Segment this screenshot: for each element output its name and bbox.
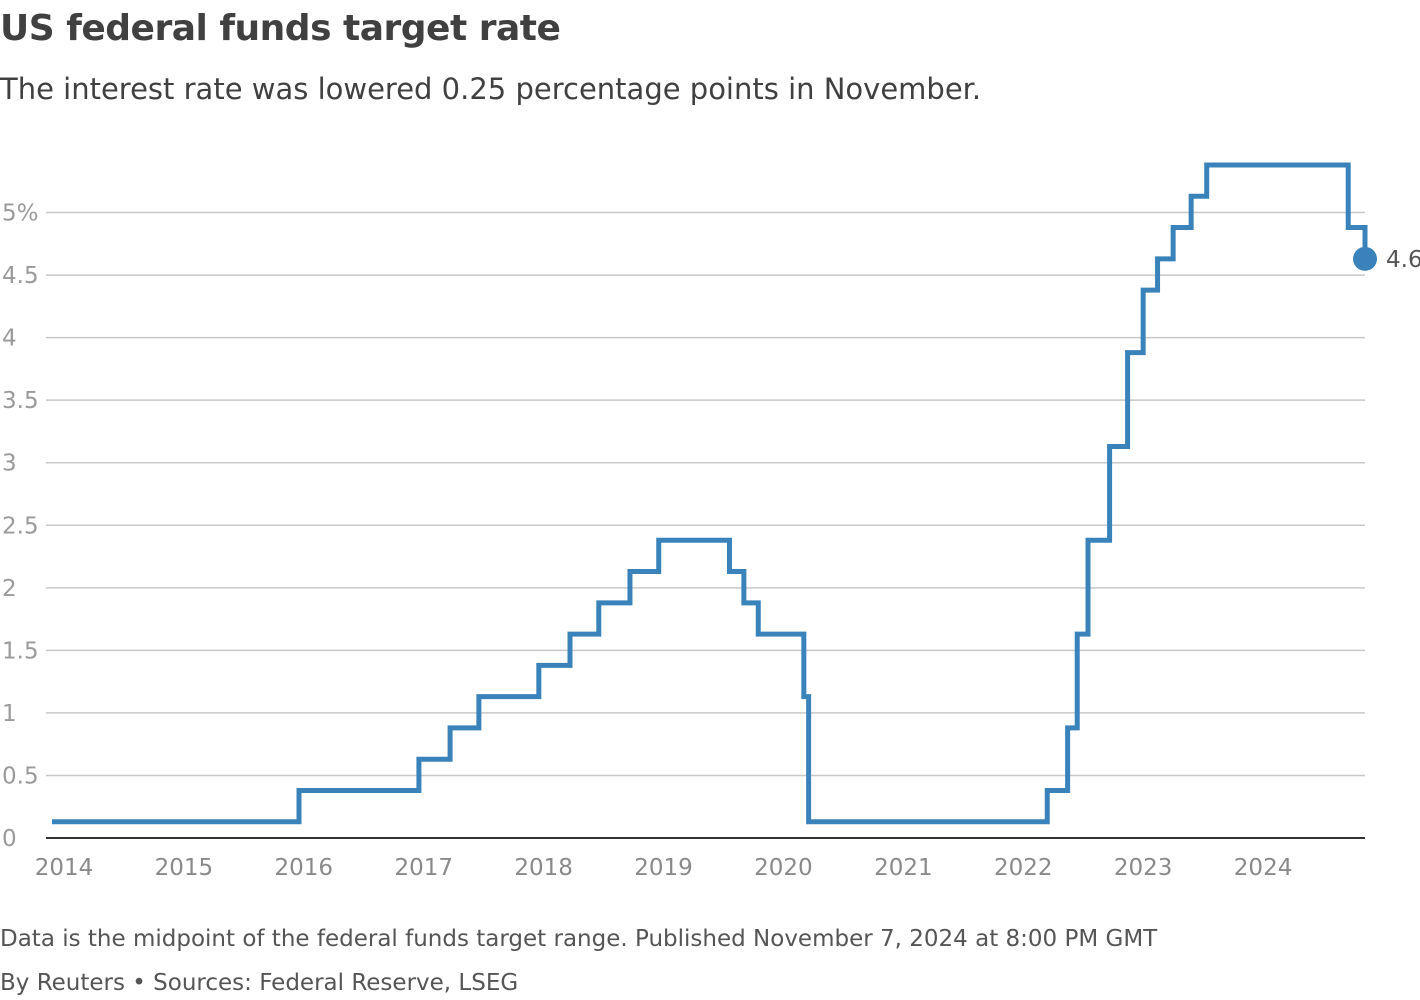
- y-tick-label: 0: [2, 826, 17, 852]
- y-tick-label: 2.5: [2, 513, 39, 539]
- y-tick-label: 4.5: [2, 263, 39, 289]
- x-tick-label: 2014: [35, 855, 94, 881]
- x-tick-label: 2015: [155, 855, 214, 881]
- source-credit: By Reuters • Sources: Federal Reserve, L…: [0, 970, 519, 996]
- chart-title: US federal funds target rate: [0, 8, 561, 49]
- latest-rate-marker: [1353, 246, 1377, 271]
- y-tick-label: 0.5: [2, 763, 39, 789]
- x-tick-label: 2016: [275, 855, 334, 881]
- gridlines: [46, 211, 1365, 777]
- x-tick-label: 2023: [1114, 855, 1173, 881]
- x-tick-label: 2022: [994, 855, 1053, 881]
- x-tick-label: 2020: [754, 855, 813, 881]
- y-tick-label: 5%: [2, 201, 39, 227]
- chart-subtitle: The interest rate was lowered 0.25 perce…: [0, 72, 982, 106]
- x-tick-label: 2021: [874, 855, 933, 881]
- x-tick-label: 2018: [514, 855, 573, 881]
- rate-chart: 00.511.522.533.544.55% 2014 2015 2016 2017 2…: [2, 162, 1420, 881]
- y-axis-tick-labels: 0 0.5 1 1.5 2 2.5 3 3.5 4 4.5 5%: [2, 201, 39, 852]
- y-tick-label: 1.5: [2, 638, 39, 664]
- y-tick-label: 3.5: [2, 388, 39, 414]
- x-tick-label: 2019: [634, 855, 693, 881]
- data-note: Data is the midpoint of the federal fund…: [0, 926, 1158, 952]
- y-tick-label: 2: [2, 576, 17, 602]
- x-tick-label: 2017: [394, 855, 453, 881]
- y-tick-label: 3: [2, 451, 17, 477]
- x-axis-tick-labels: 2014 2015 2016 2017 2018 2019 2020 2021 2022 2023…: [35, 855, 1293, 881]
- y-tick-label: 4: [2, 326, 17, 352]
- latest-rate-label: 4.63: [1386, 247, 1420, 273]
- y-tick-label: 1: [2, 701, 17, 727]
- x-tick-label: 2024: [1234, 855, 1293, 881]
- rate-step-line: [51, 162, 1368, 825]
